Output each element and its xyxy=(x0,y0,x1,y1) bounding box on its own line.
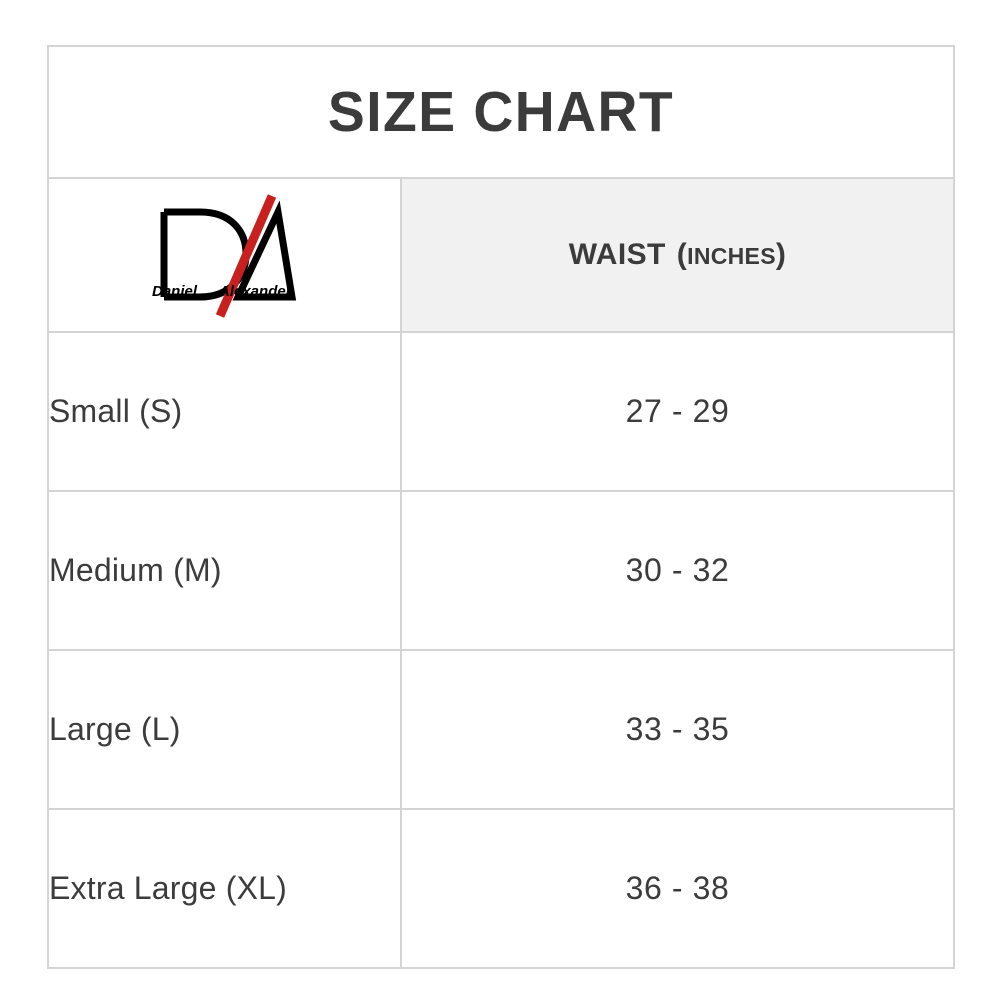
size-cell: Large (L) xyxy=(47,649,402,810)
table-header-row: Daniel Alexander WAIST (INCHES) xyxy=(47,177,955,333)
size-label: Small (S) xyxy=(49,393,183,429)
page-title: SIZE CHART xyxy=(327,79,675,144)
size-cell: Medium (M) xyxy=(47,490,402,651)
size-chart-table: SIZE CHART xyxy=(47,45,955,969)
brand-logo-cell: Daniel Alexander xyxy=(47,177,402,333)
logo-accent-slash xyxy=(215,194,276,318)
waist-cell: 36 - 38 xyxy=(400,808,955,969)
waist-paren-close: ) xyxy=(775,238,787,271)
waist-cell: 33 - 35 xyxy=(400,649,955,810)
size-label: Medium (M) xyxy=(49,552,222,588)
column-header-waist-label: WAIST (INCHES) xyxy=(569,238,786,271)
daniel-alexander-logo-icon xyxy=(160,194,296,318)
waist-unit-text: INCHES xyxy=(687,243,776,269)
waist-value: 30 - 32 xyxy=(625,552,730,588)
waist-main-text: WAIST xyxy=(568,238,666,271)
table-row: Extra Large (XL) 36 - 38 xyxy=(47,808,955,969)
title-cell: SIZE CHART xyxy=(47,45,955,179)
table-row: Small (S) 27 - 29 xyxy=(47,331,955,492)
waist-cell: 30 - 32 xyxy=(400,490,955,651)
waist-value: 33 - 35 xyxy=(625,711,730,747)
title-row: SIZE CHART xyxy=(47,45,955,179)
size-cell: Extra Large (XL) xyxy=(47,808,402,969)
column-header-waist: WAIST (INCHES) xyxy=(400,177,955,333)
table-row: Medium (M) 30 - 32 xyxy=(47,490,955,651)
table-row: Large (L) 33 - 35 xyxy=(47,649,955,810)
brand-logo: Daniel Alexander xyxy=(150,190,300,320)
brand-wordmark: Daniel Alexander xyxy=(152,283,293,300)
waist-paren-open: ( xyxy=(676,238,688,271)
size-label: Extra Large (XL) xyxy=(49,870,287,906)
size-cell: Small (S) xyxy=(47,331,402,492)
waist-value: 36 - 38 xyxy=(625,870,730,906)
logo-letter-a xyxy=(231,200,296,301)
brand-wordmark-first: Daniel xyxy=(152,283,198,300)
size-label: Large (L) xyxy=(49,711,181,747)
brand-wordmark-last: Alexander xyxy=(218,283,293,300)
waist-value: 27 - 29 xyxy=(625,393,730,429)
waist-cell: 27 - 29 xyxy=(400,331,955,492)
